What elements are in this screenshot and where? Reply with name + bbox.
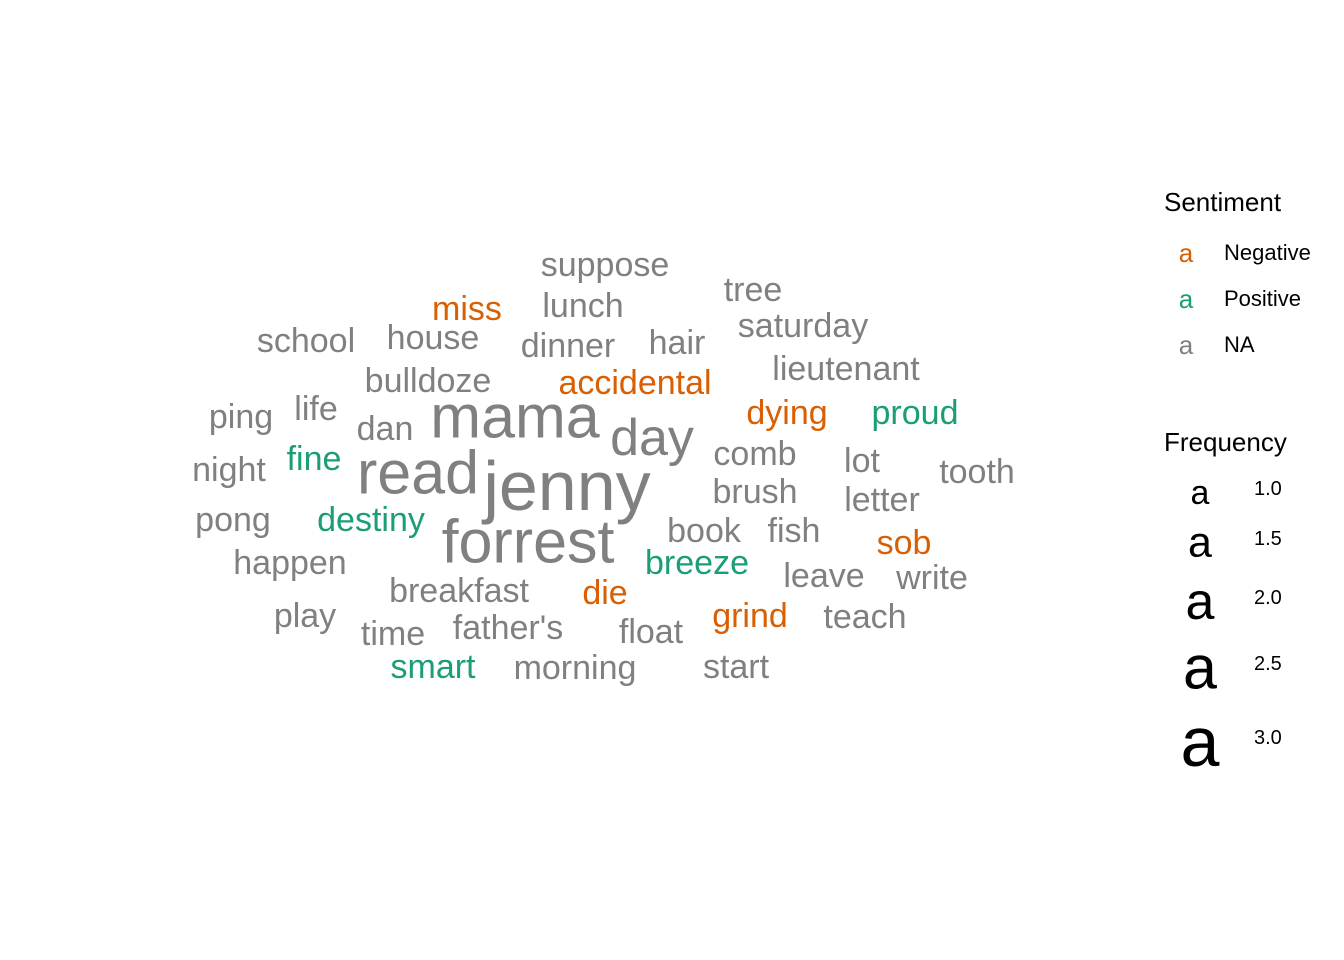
word-die: die bbox=[582, 574, 628, 612]
word-start: start bbox=[702, 648, 770, 686]
word-suppose: suppose bbox=[540, 246, 670, 284]
word-saturday: saturday bbox=[737, 307, 869, 345]
word-float: float bbox=[618, 613, 684, 651]
word-lot: lot bbox=[844, 442, 880, 480]
frequency-key-2-0: a bbox=[1185, 573, 1215, 631]
frequency-label-1-5: 1.5 bbox=[1254, 528, 1282, 550]
word-fathers: father's bbox=[452, 609, 564, 647]
word-destiny: destiny bbox=[317, 501, 425, 539]
legend: Sentiment a Negative a Positive a NA Frequenc… bbox=[1150, 0, 1344, 960]
word-jenny: jenny bbox=[483, 447, 651, 525]
sentiment-label-negative: Negative bbox=[1224, 240, 1311, 265]
frequency-label-2-0: 2.0 bbox=[1254, 587, 1282, 609]
word-time: time bbox=[360, 615, 426, 653]
word-teach: teach bbox=[823, 598, 907, 636]
word-morning: morning bbox=[513, 649, 637, 687]
sentiment-label-na: NA bbox=[1224, 332, 1255, 357]
word-day: day bbox=[610, 409, 694, 467]
word-fine: fine bbox=[286, 440, 342, 478]
word-miss: miss bbox=[432, 290, 502, 328]
word-brush: brush bbox=[712, 473, 798, 511]
sentiment-key-positive: a bbox=[1178, 284, 1194, 314]
frequency-legend-title: Frequency bbox=[1164, 427, 1287, 457]
word-sob: sob bbox=[876, 524, 932, 562]
frequency-key-1-0: a bbox=[1190, 474, 1210, 512]
word-lunch: lunch bbox=[542, 287, 624, 325]
word-mama: mama bbox=[430, 382, 600, 451]
word-fish: fish bbox=[767, 512, 821, 550]
word-happen: happen bbox=[233, 544, 347, 582]
word-school: school bbox=[256, 322, 356, 360]
word-read: read bbox=[356, 438, 480, 507]
word-life: life bbox=[294, 390, 338, 428]
word-pong: pong bbox=[195, 501, 271, 539]
sentiment-legend-title: Sentiment bbox=[1164, 187, 1282, 217]
word-dinner: dinner bbox=[520, 327, 616, 365]
word-smart: smart bbox=[390, 648, 476, 686]
word-house: house bbox=[386, 319, 480, 357]
word-tree: tree bbox=[723, 271, 783, 309]
word-dying: dying bbox=[746, 394, 828, 432]
word-forrest: forrest bbox=[441, 507, 615, 576]
word-letter: letter bbox=[844, 481, 920, 519]
sentiment-label-positive: Positive bbox=[1224, 286, 1302, 311]
word-cloud: jenny read forrest mama day suppose miss lunch t… bbox=[192, 246, 1015, 687]
word-breeze: breeze bbox=[645, 544, 749, 582]
frequency-label-3-0: 3.0 bbox=[1254, 727, 1282, 749]
frequency-label-2-5: 2.5 bbox=[1254, 653, 1282, 675]
word-grind: grind bbox=[712, 597, 788, 635]
word-dan: dan bbox=[356, 410, 414, 448]
sentiment-key-na: a bbox=[1178, 330, 1194, 360]
word-breakfast: breakfast bbox=[389, 572, 529, 610]
word-accidental: accidental bbox=[558, 364, 712, 402]
word-proud: proud bbox=[871, 394, 959, 432]
frequency-key-2-5: a bbox=[1183, 633, 1217, 702]
word-bulldoze: bulldoze bbox=[364, 362, 492, 400]
word-play: play bbox=[273, 597, 337, 635]
frequency-key-3-0: a bbox=[1180, 703, 1220, 781]
word-lieutenant: lieutenant bbox=[772, 350, 920, 388]
word-book: book bbox=[667, 512, 741, 550]
sentiment-key-negative: a bbox=[1178, 238, 1194, 268]
word-night: night bbox=[192, 451, 266, 489]
frequency-label-1-0: 1.0 bbox=[1254, 478, 1282, 500]
word-write: write bbox=[896, 559, 968, 597]
word-tooth: tooth bbox=[939, 453, 1015, 491]
word-comb: comb bbox=[713, 435, 797, 473]
word-leave: leave bbox=[783, 557, 865, 595]
frequency-key-1-5: a bbox=[1188, 518, 1212, 567]
word-ping: ping bbox=[208, 398, 274, 436]
word-hair: hair bbox=[648, 324, 706, 362]
